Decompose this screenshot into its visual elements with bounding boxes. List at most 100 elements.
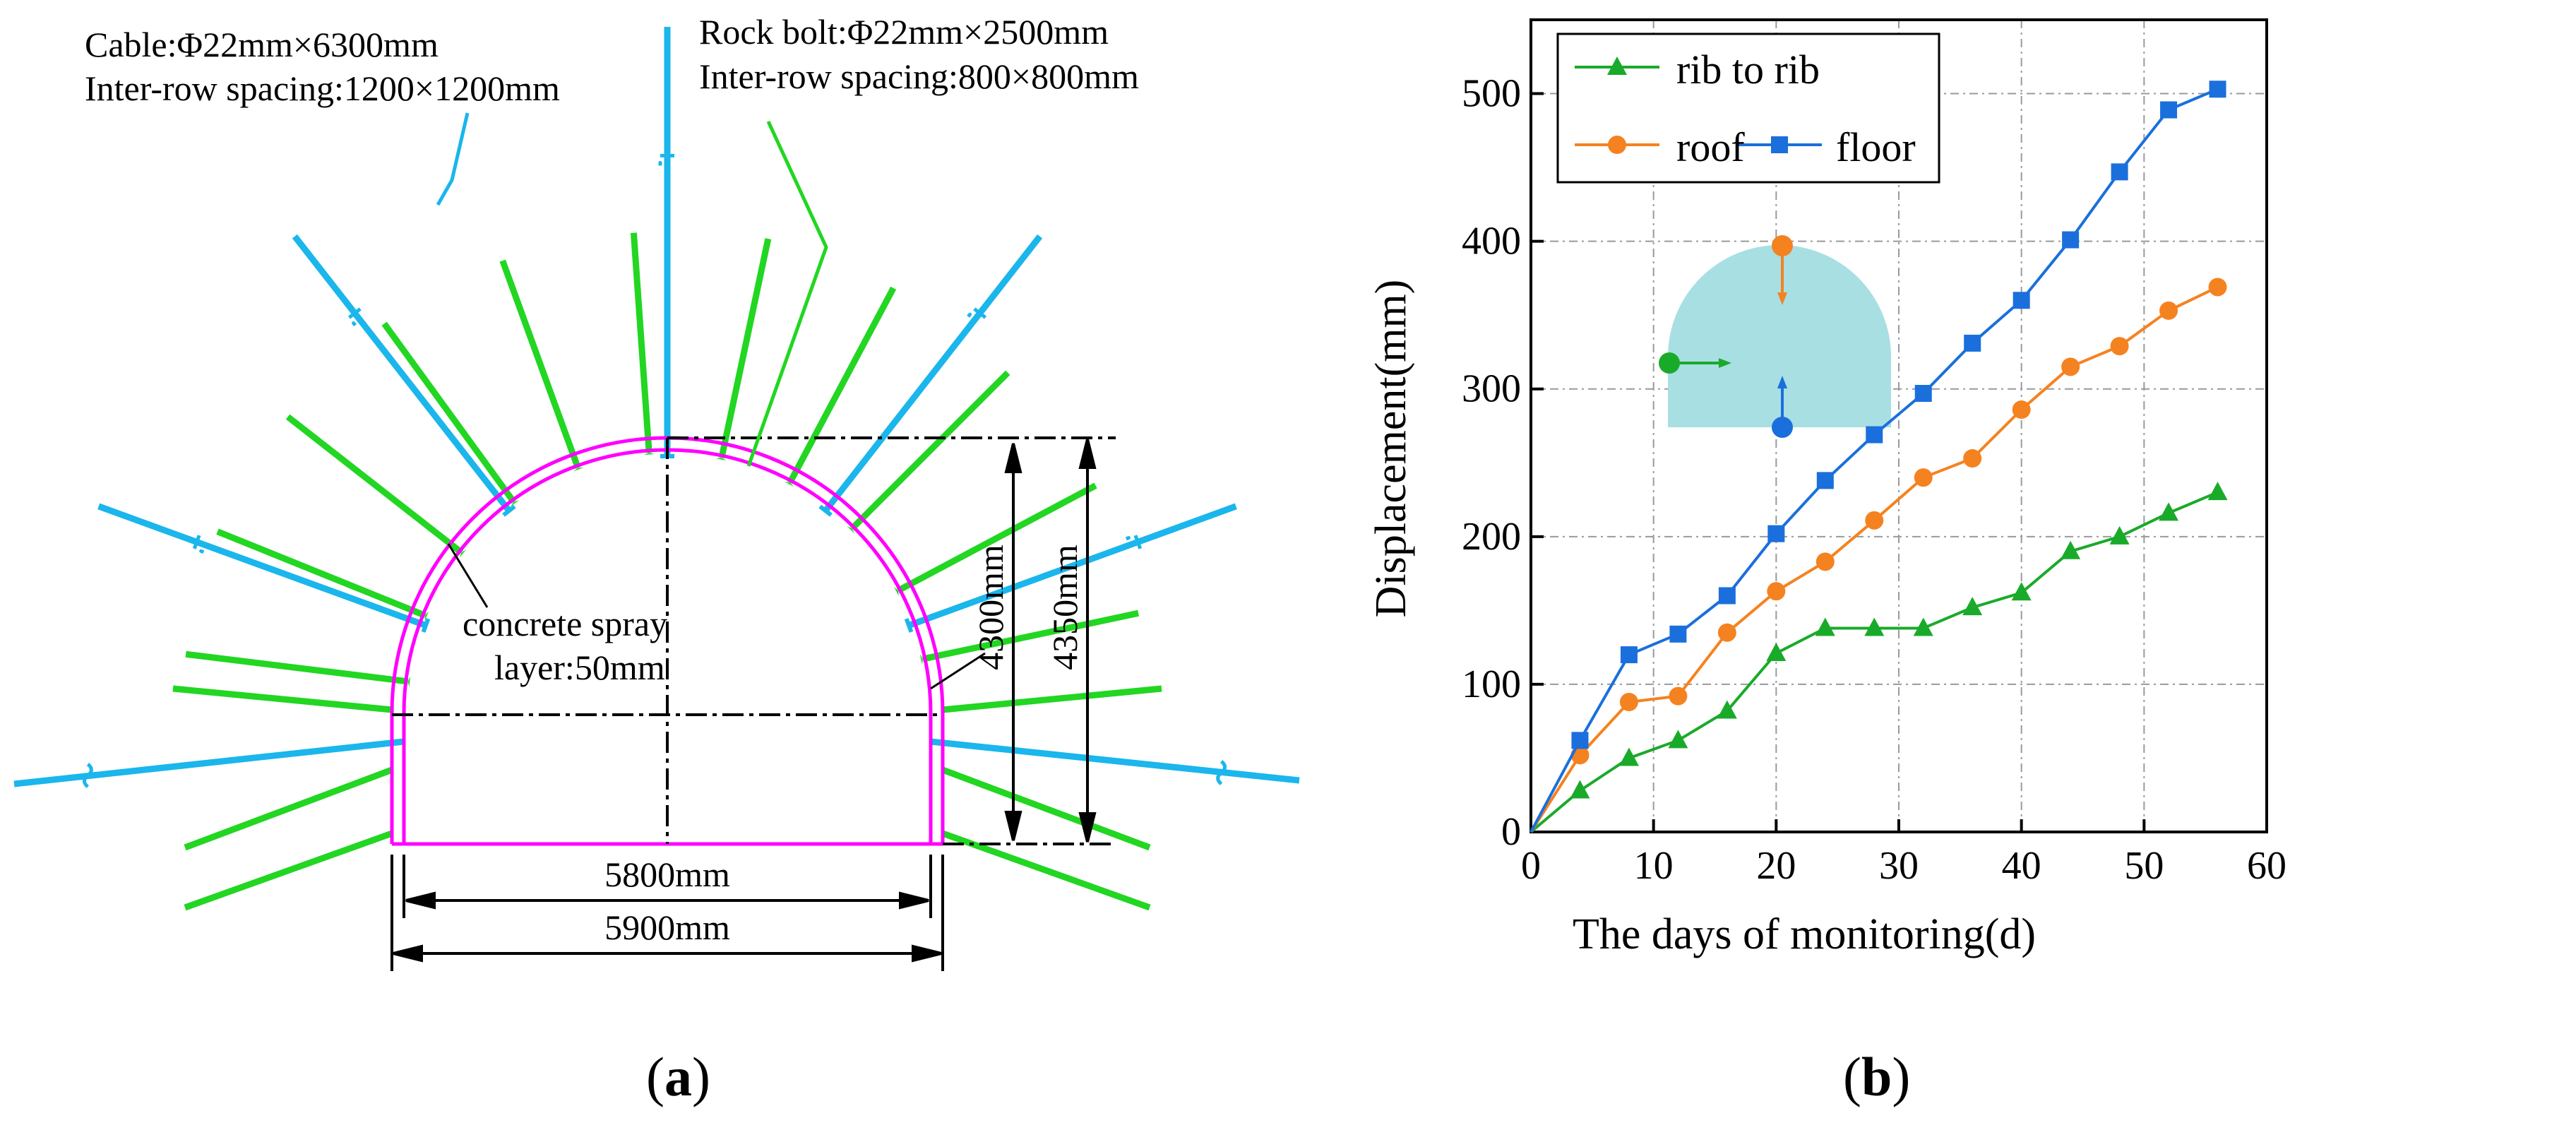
- cable-break-mark: [192, 535, 205, 554]
- y-tick-label: 100: [1462, 662, 1521, 706]
- data-point: [2061, 540, 2081, 559]
- legend-marker: [1771, 136, 1788, 153]
- cable-break-mark: [347, 307, 362, 327]
- legend-box: [1556, 32, 1940, 184]
- series-rib-to-rib: [1530, 482, 2228, 833]
- inset-floor-arrowhead: [1777, 376, 1787, 388]
- rock-bolt: [216, 528, 427, 619]
- data-point: [1963, 449, 1982, 468]
- data-point: [2109, 525, 2130, 545]
- support-diagram-panel: 4300mm 4350mm 5800mm 5900mm concrete spr…: [13, 12, 1300, 1107]
- data-point: [1914, 385, 1932, 402]
- data-point: [2110, 337, 2129, 356]
- panel-b-caption: (b): [1843, 1046, 1911, 1107]
- bolt-plate: [424, 611, 429, 622]
- bolt-plate: [715, 458, 727, 461]
- y-axis-title: Displacement(mm): [1367, 280, 1415, 618]
- rock-bolt: [922, 609, 1140, 662]
- bolt-plate: [919, 654, 923, 665]
- x-tick-label: 0: [1521, 844, 1541, 888]
- y-tick-label: 400: [1462, 220, 1521, 263]
- bolt-label-leader: [746, 120, 828, 467]
- bolt-plate: [573, 468, 584, 472]
- inset-roadway-shape: [1668, 245, 1891, 427]
- cable-spacing-label: Inter-row spacing:1200×1200mm: [85, 69, 560, 108]
- rock-bolt: [849, 370, 1010, 531]
- anchor-cable: [97, 503, 427, 629]
- rock-bolt: [184, 830, 393, 911]
- x-tick-label: 40: [2002, 844, 2041, 888]
- cable-plate: [502, 504, 516, 517]
- data-point: [1668, 730, 1688, 749]
- outer-height-label: 4350mm: [1045, 545, 1085, 670]
- data-point: [1913, 617, 1933, 636]
- data-point: [2159, 502, 2179, 521]
- rock-bolt: [630, 232, 652, 453]
- bolt-spec-label: Rock bolt:Φ22mm×2500mm: [699, 12, 1109, 52]
- rock-bolt: [381, 321, 517, 504]
- inner-width-label: 5800mm: [604, 855, 730, 894]
- inset-roof-marker: [1772, 235, 1793, 256]
- data-point: [1570, 780, 1590, 799]
- spray-label-line1: concrete spray: [463, 604, 667, 643]
- rock-bolt: [941, 766, 1151, 851]
- center-lines: [392, 436, 1116, 845]
- data-point: [1767, 525, 1785, 542]
- inner-height-label: 4300mm: [971, 545, 1010, 670]
- data-series: [1530, 81, 2228, 833]
- data-point: [1864, 617, 1885, 636]
- series-floor: [1530, 81, 2226, 833]
- support-diagram: 4300mm 4350mm 5800mm 5900mm concrete spr…: [13, 12, 1300, 971]
- data-point: [2160, 101, 2178, 119]
- y-tick-label: 500: [1462, 72, 1521, 116]
- displacement-chart: 0 10 20 30 40 50 60 0 100 200 300 400 500 rib to rib…: [1367, 18, 2286, 958]
- data-point: [1717, 623, 1736, 642]
- data-point: [1866, 426, 1883, 444]
- x-tick-label: 50: [2124, 844, 2164, 888]
- legend-marker: [1607, 56, 1627, 75]
- data-point: [1620, 646, 1638, 664]
- cable-break-mark: [1125, 535, 1143, 549]
- data-point: [1618, 747, 1639, 766]
- inset-roof-arrowhead: [1777, 292, 1787, 305]
- cable-plate: [818, 504, 833, 517]
- data-point: [1619, 693, 1638, 711]
- cable-break-mark: [967, 307, 987, 319]
- x-tick-label: 20: [1756, 844, 1796, 888]
- cable-spec-label: Cable:Φ22mm×6300mm: [85, 25, 439, 64]
- bolt-plate: [643, 452, 655, 456]
- rock-bolt: [896, 482, 1097, 594]
- inset-rib-marker: [1659, 352, 1680, 374]
- x-tick-label: 10: [1634, 844, 1674, 888]
- inset-rib-arrowhead: [1719, 358, 1731, 368]
- data-point: [1767, 582, 1786, 601]
- y-tick-label: 0: [1501, 810, 1521, 854]
- x-axis-title: The days of monitoring(d): [1573, 910, 2036, 958]
- data-point: [2061, 357, 2080, 376]
- data-point: [1718, 587, 1736, 605]
- displacement-chart-panel: 0 10 20 30 40 50 60 0 100 200 300 400 500 rib to rib…: [1342, 0, 2576, 1126]
- legend-label-rib: rib to rib: [1676, 47, 1820, 93]
- cable-break-mark: [82, 763, 93, 788]
- data-point: [1914, 468, 1933, 487]
- bolt-plate: [893, 586, 899, 597]
- legend: rib to rib roof floor: [1556, 32, 1940, 184]
- y-tick-label: 200: [1462, 515, 1521, 559]
- rock-bolt: [285, 414, 464, 555]
- data-point: [1816, 472, 1834, 489]
- outer-width-label: 5900mm: [604, 908, 730, 947]
- legend-label-roof: roof: [1676, 124, 1745, 170]
- rock-bolt: [718, 238, 772, 459]
- rock-bolt: [941, 830, 1151, 911]
- bolt-spacing-label: Inter-row spacing:800×800mm: [699, 56, 1139, 96]
- legend-label-floor: floor: [1836, 124, 1916, 170]
- series-roof: [1530, 278, 2227, 833]
- data-point: [1669, 625, 1687, 643]
- inset-floor-marker: [1772, 417, 1793, 438]
- bolt-plate: [847, 525, 855, 534]
- rock-bolt: [184, 766, 393, 851]
- data-point: [1815, 552, 1835, 571]
- cable-plate: [904, 618, 914, 633]
- cable-break-mark: [658, 153, 674, 166]
- anchor-cable: [13, 738, 405, 787]
